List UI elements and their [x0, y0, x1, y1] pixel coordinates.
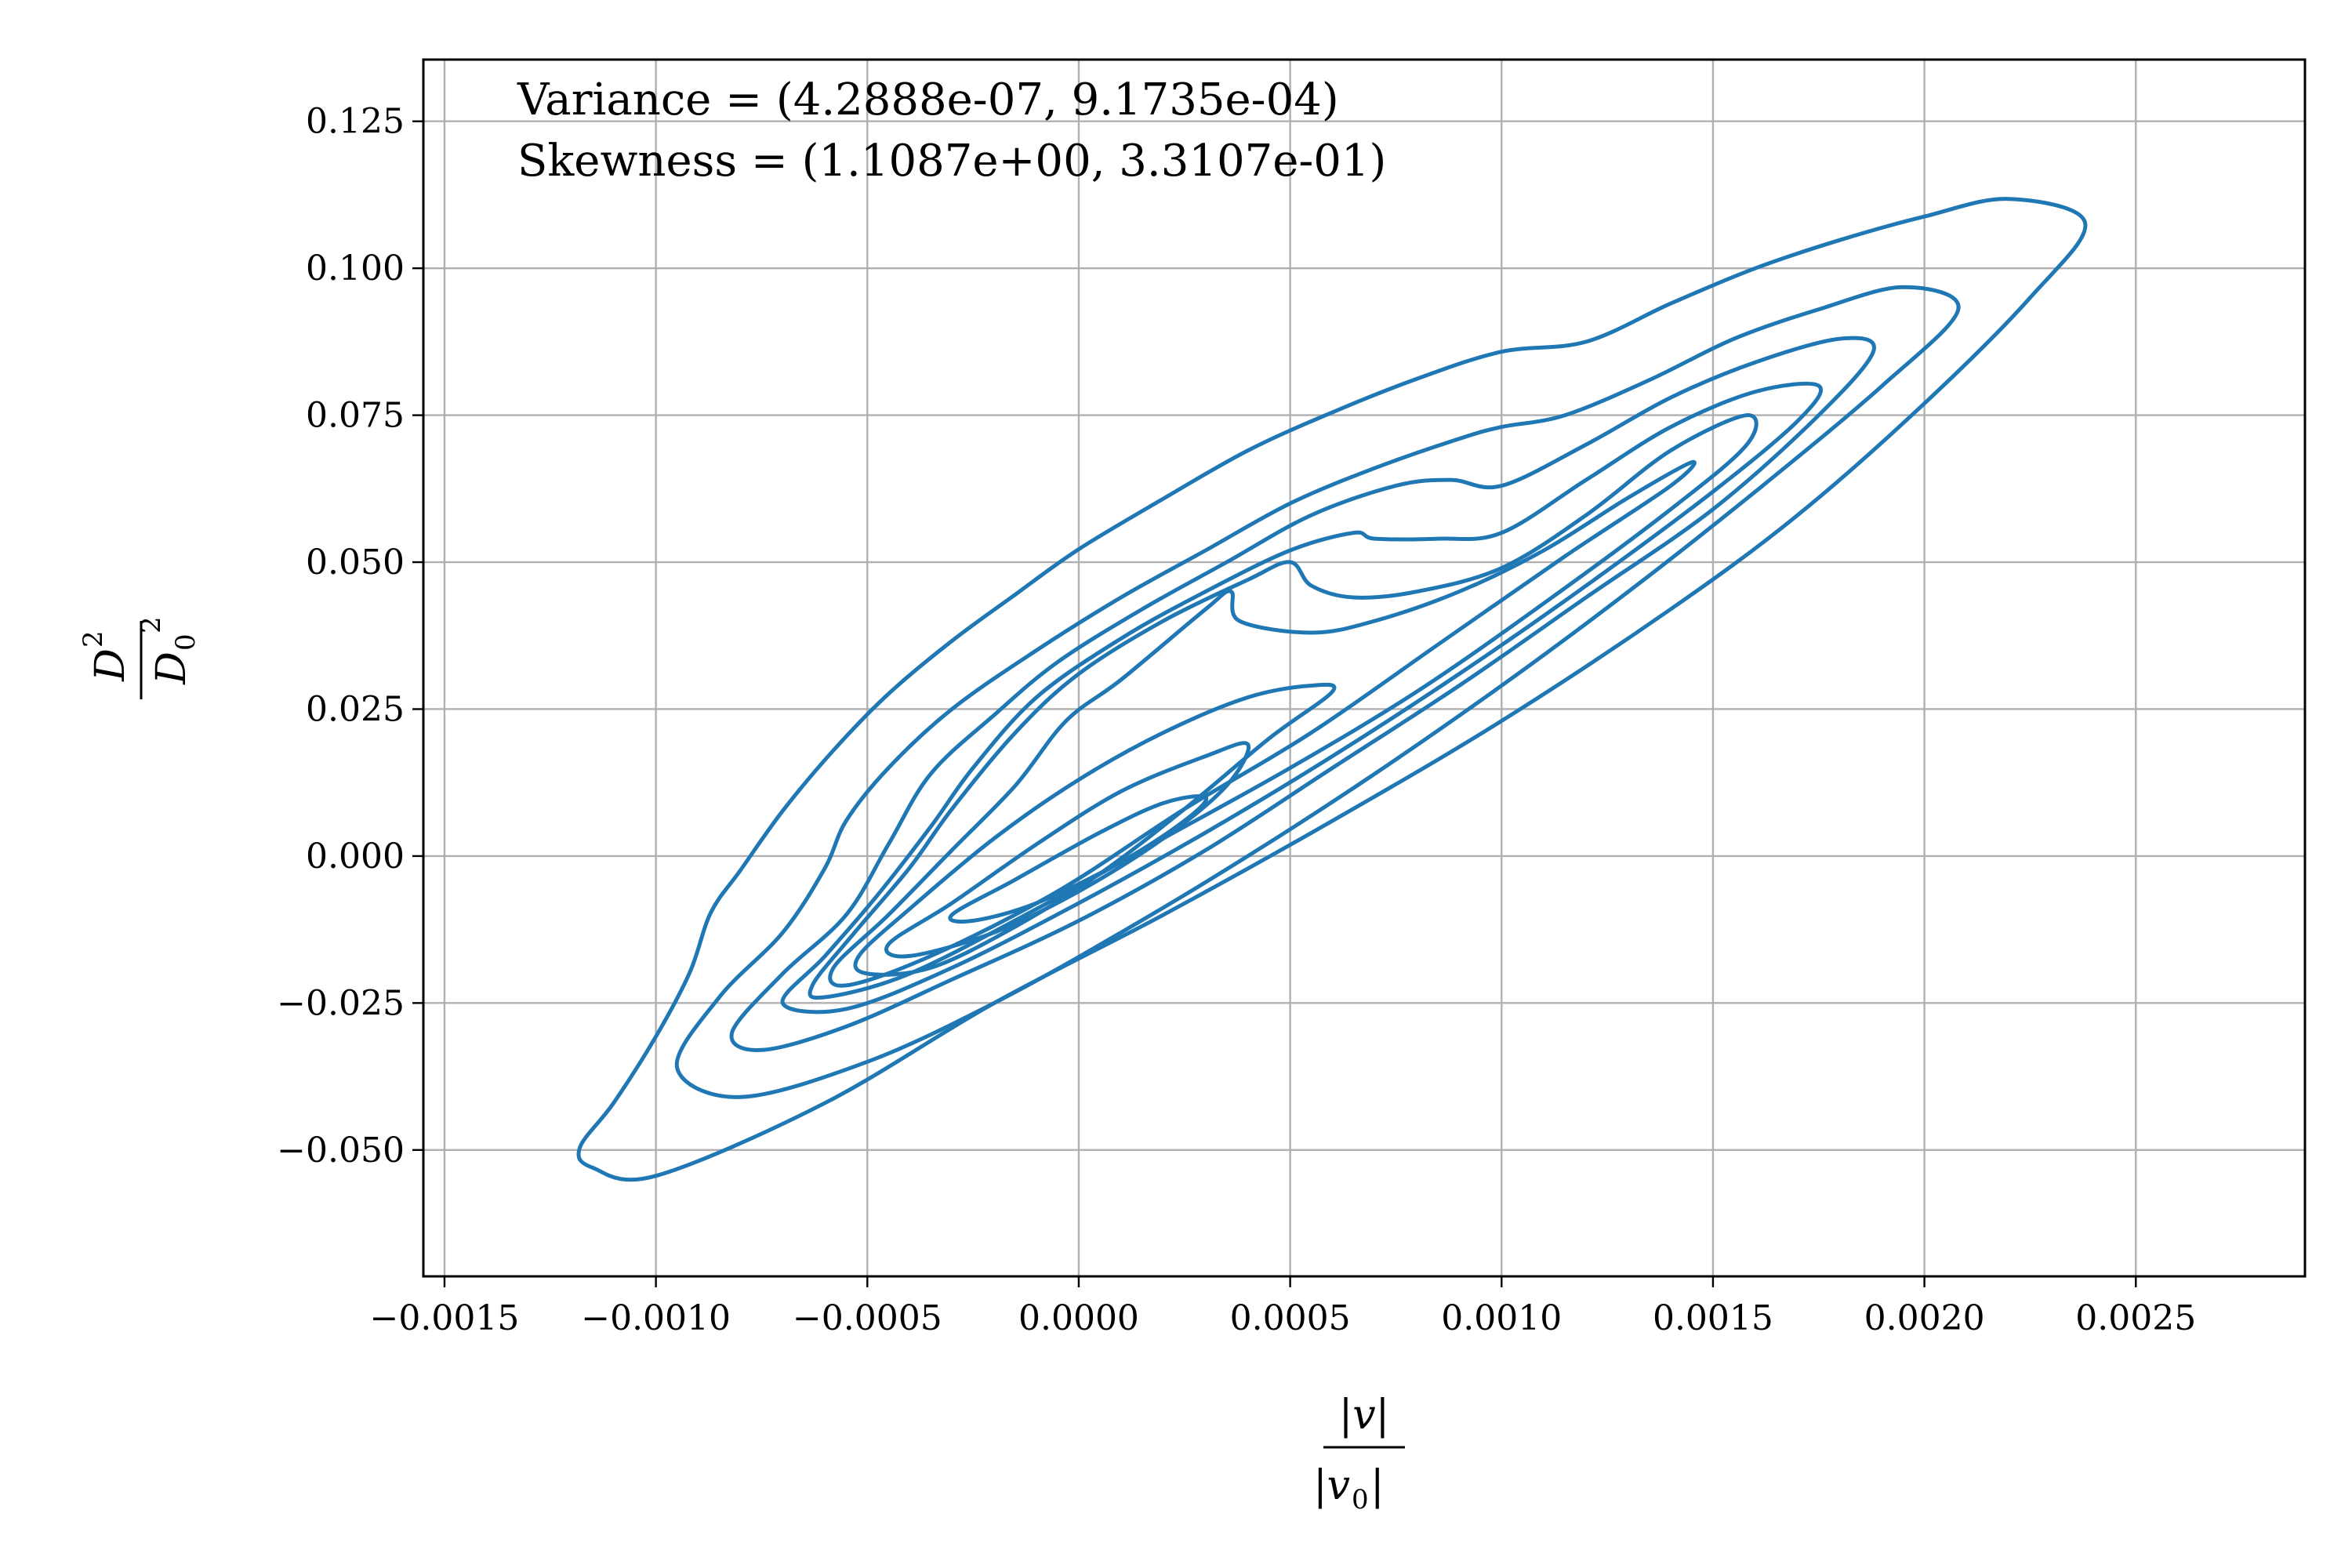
y-tick-label: 0.025: [306, 689, 405, 729]
y-label-denominator-sup: 2: [136, 616, 167, 633]
x-ticks: −0.0015 −0.0010 −0.0005 0.0000 0.0005 0.0010 0…: [370, 1276, 2196, 1338]
x-tick-label: −0.0005: [793, 1298, 942, 1338]
y-label-denominator-sub: 0: [170, 633, 201, 651]
x-tick-label: 0.0015: [1653, 1298, 1773, 1338]
y-tick-label: −0.025: [277, 983, 405, 1023]
y-tick-label: 0.000: [306, 837, 405, 877]
y-label-numerator-sup: 2: [78, 630, 109, 648]
contour-level-6: [828, 459, 1697, 988]
contour-level-1: [576, 197, 2088, 1182]
grid-lines: [423, 60, 2305, 1276]
x-label-numerator: |v|: [1339, 1392, 1389, 1439]
contour-lines: [576, 197, 2088, 1182]
y-axis-label: D 2 D 0 2: [78, 616, 201, 699]
x-label-denominator-sub: 0: [1352, 1484, 1369, 1515]
x-tick-label: −0.0010: [581, 1298, 731, 1338]
contour-level-4: [780, 381, 1824, 1014]
x-label-denominator-tail: |: [1370, 1462, 1385, 1509]
x-tick-label: 0.0010: [1441, 1298, 1562, 1338]
y-tick-label: 0.125: [306, 102, 405, 142]
contour-level-9: [948, 793, 1209, 924]
contour-level-2: [674, 285, 1961, 1099]
y-tick-label: 0.075: [306, 396, 405, 436]
x-tick-label: 0.0005: [1230, 1298, 1351, 1338]
y-label-denominator: D: [148, 652, 195, 685]
x-tick-label: 0.0000: [1018, 1298, 1139, 1338]
plot-frame: [422, 58, 2307, 1278]
contour-level-8: [884, 741, 1251, 959]
annotation-skewness: Skewness = (1.1087e+00, 3.3107e-01): [517, 136, 1386, 187]
y-tick-label: 0.100: [306, 249, 405, 289]
contour-level-3: [729, 336, 1876, 1052]
x-tick-label: −0.0015: [370, 1298, 520, 1338]
y-tick-label: 0.050: [306, 543, 405, 583]
x-axis-label: |v| |v 0 |: [1313, 1392, 1405, 1515]
y-ticks: −0.050 −0.025 0.000 0.025 0.050 0.075 0.100 0.1…: [277, 102, 423, 1171]
contour-level-7: [853, 682, 1337, 977]
x-tick-label: 0.0025: [2075, 1298, 2196, 1338]
y-label-numerator: D: [87, 648, 134, 682]
x-tick-label: 0.0020: [1864, 1298, 1985, 1338]
annotation-variance: Variance = (4.2888e-07, 9.1735e-04): [517, 74, 1339, 125]
x-label-denominator: |v: [1313, 1462, 1350, 1509]
y-tick-label: −0.050: [277, 1131, 405, 1171]
